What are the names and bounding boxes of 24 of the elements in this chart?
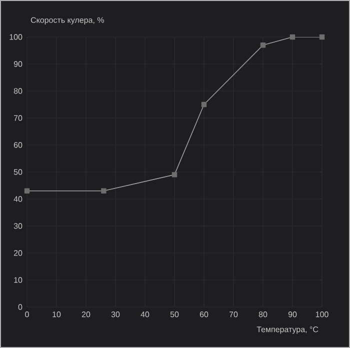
x-axis-title: Температура, °C — [256, 326, 318, 334]
y-tick-label: 90 — [14, 61, 22, 67]
y-tick-label: 20 — [14, 250, 22, 256]
x-tick-label: 40 — [140, 312, 150, 318]
x-tick-label: 100 — [316, 312, 328, 318]
y-tick-label: 0 — [18, 304, 22, 310]
x-tick-label: 30 — [111, 312, 120, 318]
y-tick-label: 60 — [14, 142, 22, 148]
x-tick-label: 90 — [288, 312, 297, 318]
x-tick-label: 50 — [170, 312, 179, 318]
y-tick-label: 30 — [14, 223, 22, 229]
y-tick-label: 80 — [14, 88, 22, 94]
x-tick-label: 0 — [25, 312, 29, 318]
x-tick-label: 20 — [82, 312, 90, 318]
y-tick-label: 70 — [14, 115, 22, 121]
x-tick-label: 70 — [229, 312, 238, 318]
y-tick-label: 40 — [14, 196, 22, 202]
y-tick-label: 100 — [10, 34, 22, 40]
y-tick-label: 10 — [14, 277, 22, 283]
x-tick-label: 80 — [258, 312, 268, 318]
x-tick-label: 60 — [200, 312, 208, 318]
y-axis-title: Скорость кулера, % — [30, 17, 104, 24]
y-tick-label: 50 — [14, 169, 22, 175]
x-tick-label: 10 — [52, 312, 61, 318]
